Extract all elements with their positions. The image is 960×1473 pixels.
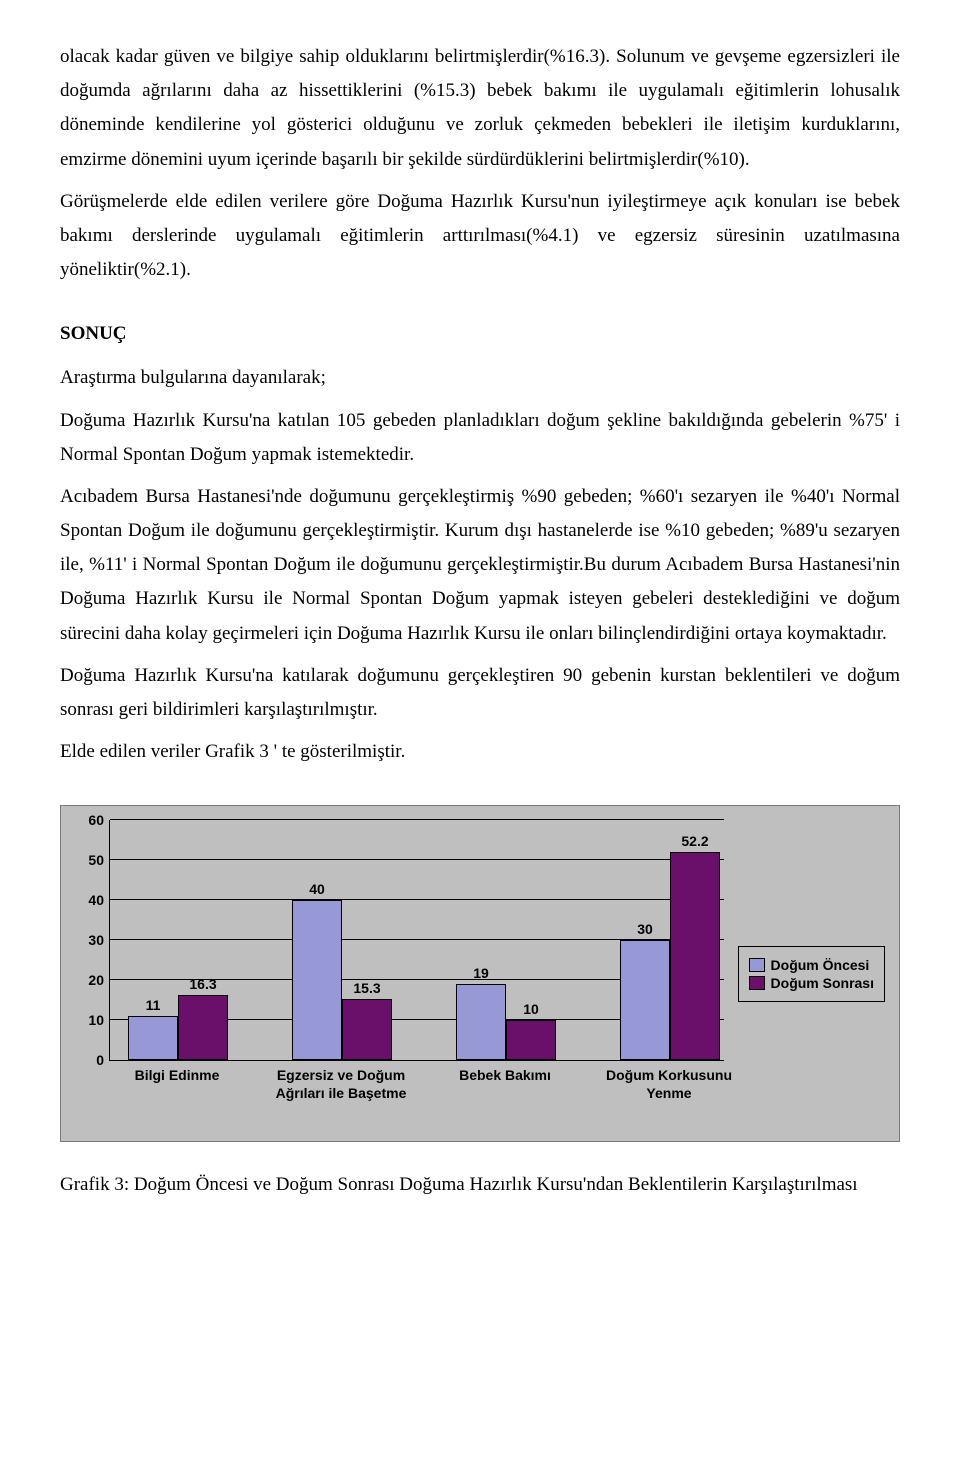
chart-bar: 16.3 [178, 995, 228, 1060]
chart-bar: 15.3 [342, 999, 392, 1060]
paragraph-7: Elde edilen veriler Grafik 3 ' te göster… [60, 735, 900, 769]
chart-bar-value: 10 [523, 1001, 539, 1017]
chart-bar-group: 1910 [456, 984, 556, 1060]
chart-bar: 19 [456, 984, 506, 1060]
chart-bar-value: 15.3 [353, 980, 380, 996]
chart-bar-group: 4015.3 [292, 900, 392, 1060]
chart-bar-value: 30 [637, 921, 653, 937]
chart-bar: 40 [292, 900, 342, 1060]
legend-swatch [749, 958, 765, 972]
chart-ytick: 0 [96, 1052, 110, 1068]
paragraph-2: Görüşmelerde elde edilen verilere göre D… [60, 185, 900, 288]
chart-legend-row: Doğum Öncesi [749, 957, 874, 973]
chart-bar-value: 11 [146, 997, 161, 1013]
chart-bar-value: 40 [309, 881, 325, 897]
legend-label: Doğum Öncesi [771, 957, 870, 973]
chart-bar: 11 [128, 1016, 178, 1060]
chart-ytick: 60 [88, 812, 110, 828]
paragraph-1: olacak kadar güven ve bilgiye sahip oldu… [60, 40, 900, 177]
chart-bar: 10 [506, 1020, 556, 1060]
section-title-sonuc: SONUÇ [60, 323, 900, 345]
chart-xlabel: Egzersiz ve Doğum Ağrıları ile Başetme [271, 1067, 411, 1102]
chart-legend: Doğum Öncesi Doğum Sonrası [738, 946, 885, 1002]
chart-xlabel: Bilgi Edinme [107, 1067, 247, 1085]
chart-legend-row: Doğum Sonrası [749, 975, 874, 991]
chart-gridline [110, 819, 724, 820]
chart-bar-value: 19 [473, 965, 489, 981]
chart-bar: 52.2 [670, 852, 720, 1061]
chart-container: 01020304050601116.34015.319103052.2 Bilg… [60, 805, 900, 1142]
paragraph-6: Doğuma Hazırlık Kursu'na katılarak doğum… [60, 659, 900, 727]
chart-ytick: 20 [88, 972, 110, 988]
paragraph-3: Araştırma bulgularına dayanılarak; [60, 361, 900, 395]
chart-plot-area: 01020304050601116.34015.319103052.2 Bilg… [75, 820, 724, 1127]
chart-ytick: 10 [88, 1012, 110, 1028]
paragraph-4: Doğuma Hazırlık Kursu'na katılan 105 geb… [60, 404, 900, 472]
legend-swatch [749, 976, 765, 990]
legend-label: Doğum Sonrası [771, 975, 874, 991]
chart-bar-group: 1116.3 [128, 995, 228, 1060]
chart-ytick: 40 [88, 892, 110, 908]
paragraph-5: Acıbadem Bursa Hastanesi'nde doğumunu ge… [60, 480, 900, 651]
chart-xlabel: Bebek Bakımı [435, 1067, 575, 1085]
chart-bar-value: 52.2 [681, 833, 708, 849]
chart-bar: 30 [620, 940, 670, 1060]
chart-xlabel: Doğum Korkusunu Yenme [599, 1067, 739, 1102]
chart-caption: Grafik 3: Doğum Öncesi ve Doğum Sonrası … [60, 1170, 900, 1200]
chart-bar-group: 3052.2 [620, 852, 720, 1061]
chart-ytick: 30 [88, 932, 110, 948]
chart-ytick: 50 [88, 852, 110, 868]
chart-bar-value: 16.3 [189, 976, 216, 992]
